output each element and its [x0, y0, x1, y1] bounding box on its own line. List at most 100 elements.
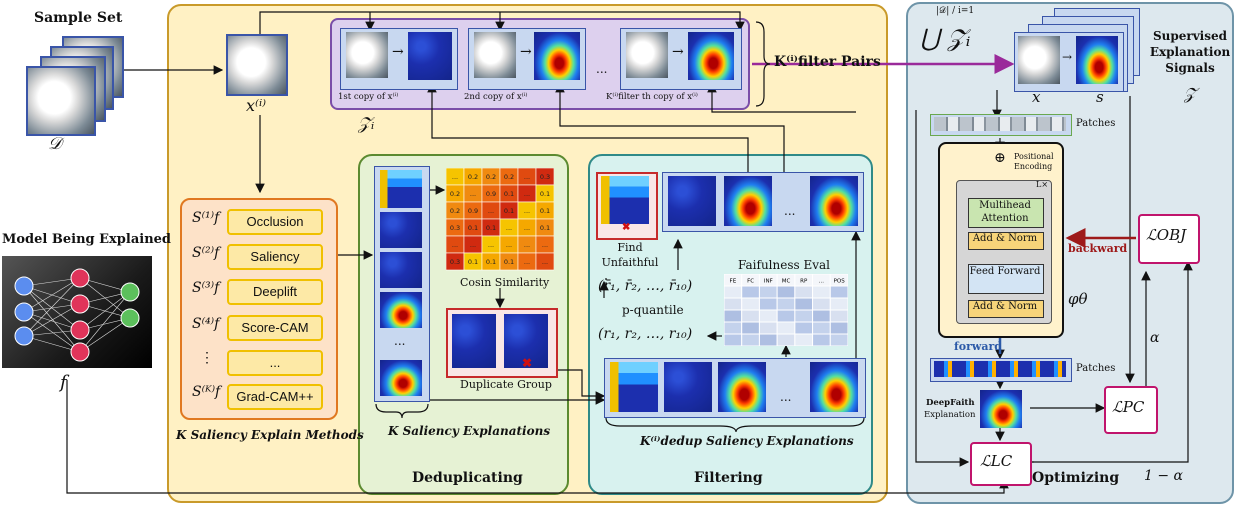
eval-cell: [758, 333, 778, 346]
matrix-cell-value: ...: [524, 207, 530, 215]
saliency-k: [380, 360, 422, 396]
pair-1-arrow: →: [392, 44, 404, 60]
method-symbol-5: ⋮: [200, 350, 214, 366]
matrix-cell-value: ...: [524, 241, 530, 249]
eval-cell: [776, 297, 796, 311]
eval-cell: [829, 321, 848, 335]
sample-set-symbol: 𝒟: [48, 134, 62, 154]
eval-cell: [794, 285, 814, 299]
sample-set-title: Sample Set: [34, 10, 123, 26]
matrix-cell-value: 0.2: [450, 190, 460, 198]
matrix-cell-value: 0.1: [486, 258, 496, 266]
matrix-cell-value: ...: [452, 173, 458, 181]
saliency-ellipsis: ...: [394, 334, 406, 348]
eval-cell: [776, 333, 796, 346]
deepfaith-label: DeepFaith: [926, 398, 975, 408]
eval-cell: [794, 309, 814, 323]
matrix-cell-value: 0.9: [468, 207, 478, 215]
matrix-cell-value: 0.3: [540, 173, 550, 181]
method-gradcampp: Grad-CAM++: [227, 384, 323, 410]
l-pc-box: [1104, 386, 1158, 434]
matrix-cell-value: ...: [452, 241, 458, 249]
one-minus-alpha: 1 − α: [1144, 468, 1183, 484]
pair-k-image: [626, 32, 668, 78]
matrix-cell-value: ...: [542, 258, 548, 266]
matrix-cell-value: ...: [488, 207, 494, 215]
addnorm-2-label: Add & Norm: [972, 301, 1038, 312]
ff-box: [968, 264, 1044, 294]
matrix-cell-value: ...: [506, 241, 512, 249]
dedup-ellipsis: ...: [780, 390, 792, 404]
dedup-1: [610, 362, 658, 412]
matrix-cell-value: 0.9: [486, 190, 496, 198]
dedup-caption: K⁽ⁱ⁾dedup Saliency Explanations: [640, 434, 854, 448]
eval-cell: [741, 285, 760, 299]
rbar-vector: (r̄₁, r̄₂, …, r̄₁₀): [598, 278, 693, 294]
eval-cell: [829, 333, 848, 346]
duplicate-2: [504, 314, 548, 368]
eval-header: FE: [730, 279, 737, 285]
eval-cell: [812, 321, 831, 335]
matrix-cell-value: ...: [506, 224, 512, 232]
ff-label: Feed Forward: [969, 266, 1041, 277]
eval-header: MC: [782, 279, 791, 285]
filtered-2: [724, 176, 772, 226]
phi-label: φθ: [1068, 290, 1088, 308]
eval-cell: [724, 309, 743, 323]
forward-label: forward: [954, 340, 1002, 353]
model-title: Model Being Explained: [2, 232, 172, 247]
methods-box: [180, 198, 338, 420]
matrix-cell-value: 0.1: [486, 224, 496, 232]
backward-label: backward: [1068, 242, 1128, 255]
filtered-1: [668, 176, 716, 226]
matrix-cell: [535, 252, 554, 271]
method-occlusion: Occlusion: [227, 209, 323, 235]
deepfaith-map: [980, 390, 1022, 428]
matrix-cell-value: 0.2: [504, 173, 514, 181]
eval-cell: [812, 285, 831, 299]
saliency-4: [380, 292, 422, 328]
neural-network-icon: [14, 268, 140, 362]
saliency-1: [380, 170, 422, 208]
signals-image: [1018, 36, 1060, 84]
matrix-cell-value: 0.1: [540, 190, 550, 198]
eval-cell: [812, 297, 831, 311]
l-lc-box: [970, 442, 1032, 486]
method-symbol-1: S⁽¹⁾f: [192, 210, 220, 226]
eval-cell: [741, 321, 760, 335]
method-saliency: Saliency: [227, 244, 323, 270]
eval-cell: [812, 309, 831, 323]
eval-cell: [829, 309, 848, 323]
l-obj-box: [1138, 214, 1200, 264]
mha-label: Multihead Attention: [979, 200, 1031, 224]
positional-plus-icon: ⊕: [994, 150, 1006, 166]
matrix-cell-value: 0.1: [504, 258, 514, 266]
duplicate-caption: Duplicate Group: [460, 378, 552, 391]
matrix-cell-value: 0.1: [468, 224, 478, 232]
input-patches-strip: [934, 117, 1066, 131]
eval-header: POS: [834, 279, 846, 285]
eval-header: ...: [819, 279, 824, 285]
eval-header: FC: [747, 279, 754, 285]
methods-caption: K Saliency Explain Methods: [176, 428, 364, 442]
filtered-k: [810, 176, 858, 226]
output-patches-label: Patches: [1076, 363, 1116, 374]
pair-1-caption: 1st copy of x⁽ⁱ⁾: [338, 92, 399, 102]
signals-title: Supervised Explanation Signals: [1149, 29, 1231, 75]
filtering-title: Filtering: [694, 470, 763, 486]
pair-k-caption: K⁽ⁱ⁾filter th copy of x⁽ⁱ⁾: [606, 92, 698, 102]
dedup-3: [718, 362, 766, 412]
saliency-3: [380, 252, 422, 288]
matrix-caption: Cosin Similarity: [460, 276, 550, 289]
dedup-k: [810, 362, 858, 412]
saliency-2: [380, 212, 422, 248]
signals-arrow: →: [1062, 50, 1073, 64]
matrix-cell-value: ...: [470, 241, 476, 249]
eval-cell: [758, 297, 778, 311]
matrix-cell-value: 0.2: [486, 173, 496, 181]
signals-x: x: [1032, 88, 1041, 106]
eval-cell: [794, 321, 814, 335]
method-more: ...: [227, 350, 323, 376]
eval-cell: [812, 333, 831, 346]
